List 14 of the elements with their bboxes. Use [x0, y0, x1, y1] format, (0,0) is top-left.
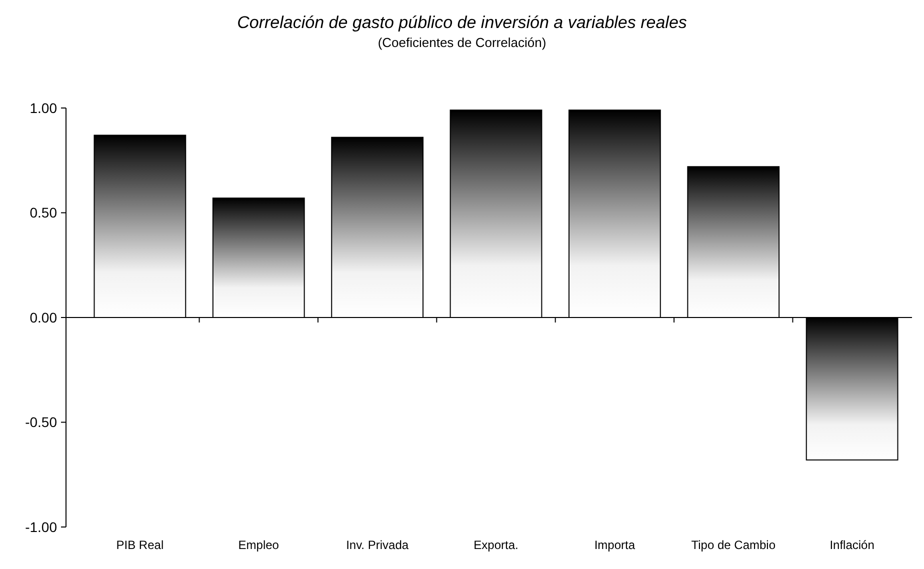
x-tick-label: Inv. Privada [346, 538, 409, 552]
x-tick-label: Importa [594, 538, 636, 552]
x-tick-label: Exporta. [474, 538, 518, 552]
y-tick-label: 0.50 [30, 204, 58, 221]
x-tick-label: Tipo de Cambio [691, 538, 776, 552]
x-tick-label: PIB Real [116, 538, 164, 552]
y-tick-label: 1.00 [30, 100, 58, 116]
chart-subtitle: (Coeficientes de Correlación) [378, 35, 546, 50]
y-tick-label: -0.50 [25, 414, 58, 430]
x-tick-label: Empleo [238, 538, 280, 552]
x-tick-label: Inflación [830, 538, 874, 552]
y-tick-label: -1.00 [25, 518, 58, 535]
chart-title: Correlación de gasto público de inversión a variables reales [237, 13, 688, 32]
y-tick-label: 0.00 [30, 309, 58, 326]
